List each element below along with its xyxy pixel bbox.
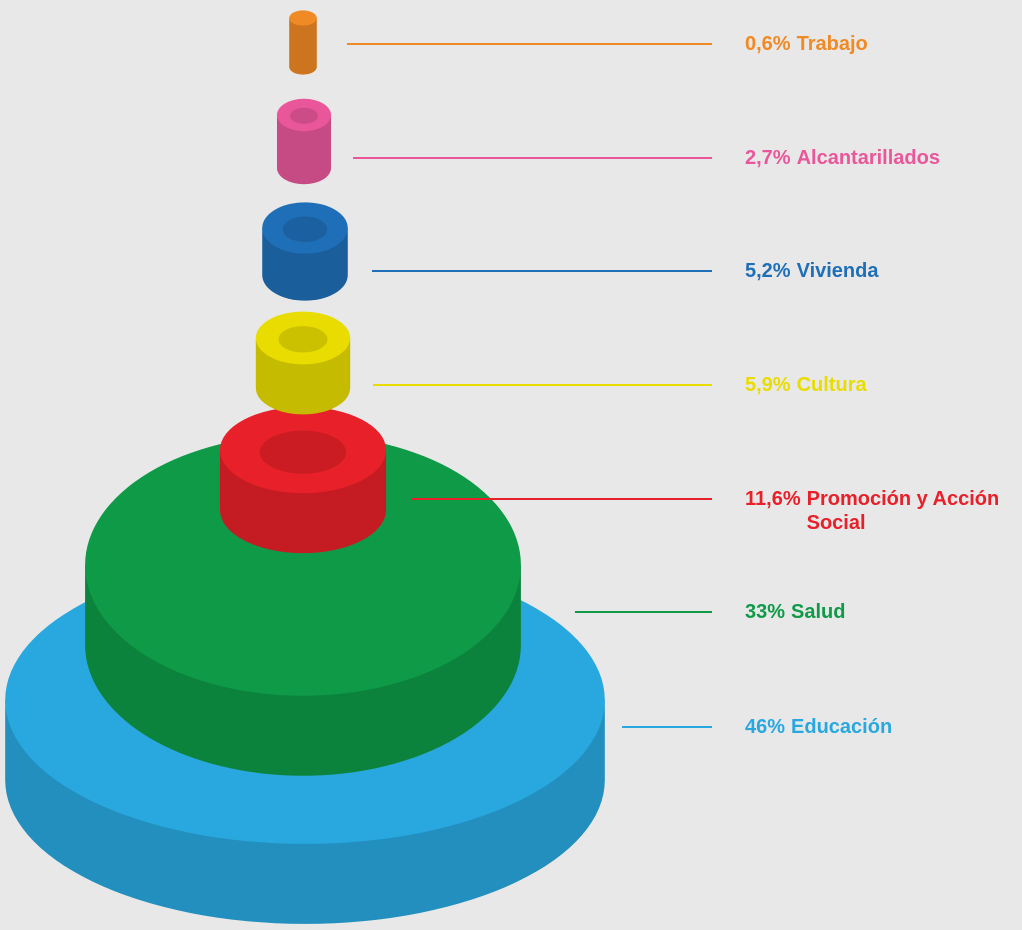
cylinder-top [276,98,332,132]
cylinder-top [262,202,348,254]
cylinder-shade [276,115,332,185]
cylinder-top [85,434,521,696]
cylinder-shade [289,18,317,75]
cylinder-hole [278,326,328,353]
cylinder [255,311,351,415]
label: 33% Salud [745,600,845,624]
label: 5,9% Cultura [745,373,867,397]
value-label: 2,7% [745,147,791,169]
value-label: 33% [745,601,786,623]
cylinder-hole [282,216,328,243]
label: 46% Educación [745,715,892,739]
cylinder [219,406,387,554]
cylinder-top [289,10,317,26]
category-label: Vivienda [796,260,879,282]
category-label: Alcantarillados [796,147,940,169]
cylinder-side [276,115,332,185]
label: 2,7% Alcantarillados [745,146,940,170]
cylinder [85,434,521,776]
category-label: Cultura [796,374,867,396]
value-label: 46% [745,716,786,738]
cylinder [262,202,348,301]
value-label: 5,9% [745,374,791,396]
cylinder-hole [259,430,347,474]
category-label: Promoción y Acción Social [806,488,1000,534]
category-label: Trabajo [796,33,868,55]
value-label: 11,6% [745,488,801,510]
category-label: Educación [791,716,893,738]
cylinder [276,98,332,185]
cylinder-top [255,311,351,365]
value-label: 0,6% [745,33,791,55]
cylinder [289,10,317,75]
cylinder-side [289,18,317,75]
cylinder-hole [289,107,319,124]
label: 5,2% Vivienda [745,259,879,283]
cylinder-top [219,406,387,494]
label: 11,6% Promoción y Acción Social [745,487,1007,535]
label: 0,6% Trabajo [745,32,868,56]
category-label: Salud [791,601,846,623]
value-label: 5,2% [745,260,791,282]
